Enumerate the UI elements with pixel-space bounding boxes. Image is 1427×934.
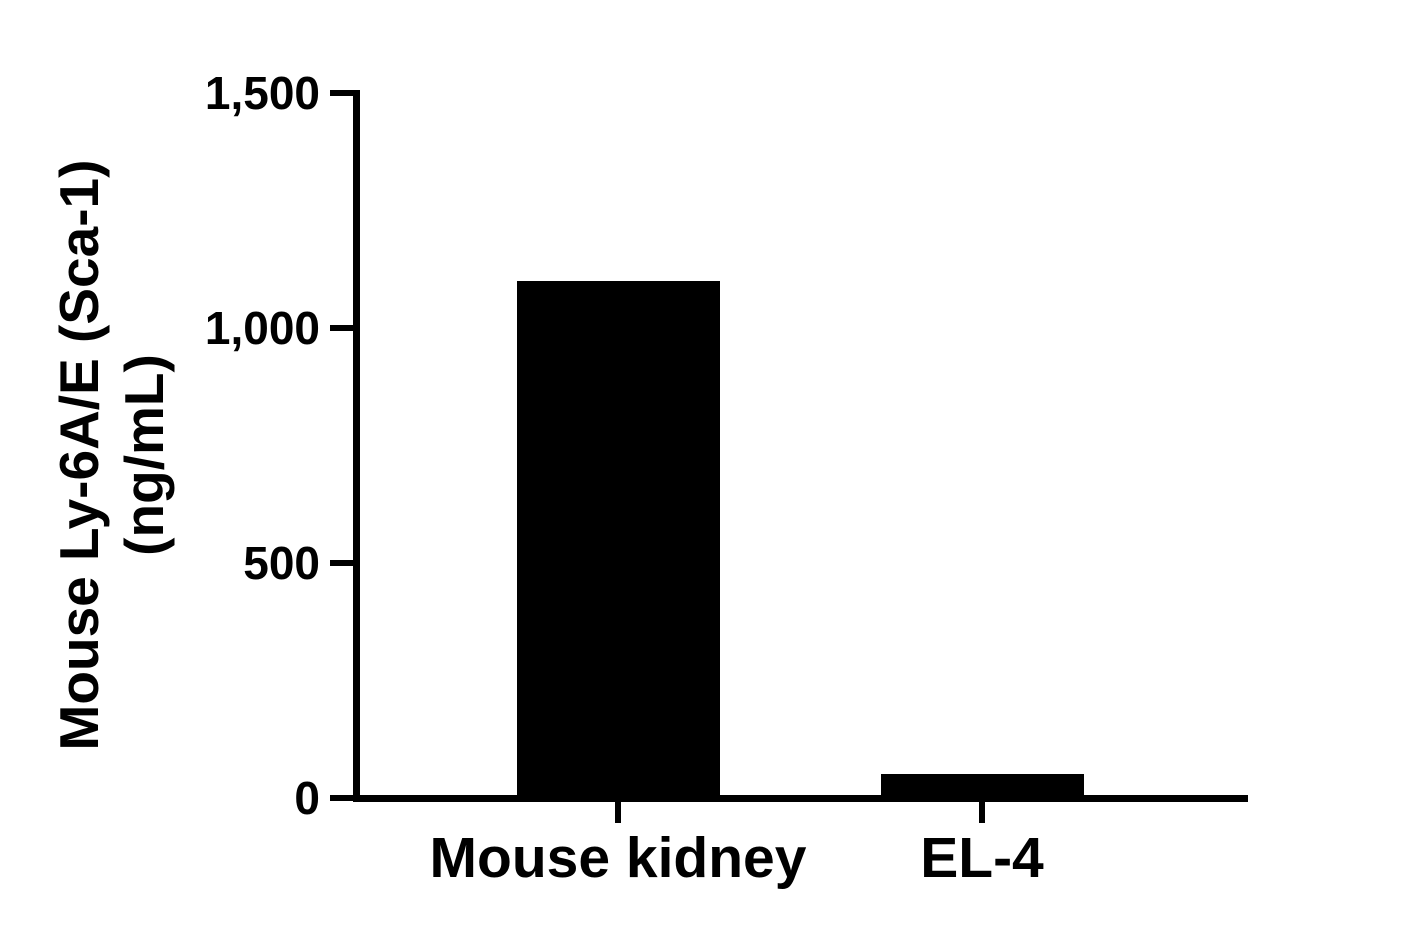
y-tick-0 xyxy=(330,795,353,801)
y-axis-title-line2: (ng/mL) xyxy=(113,354,175,556)
x-axis-line xyxy=(353,794,1248,802)
y-axis-title-line1: Mouse Ly-6A/E (Sca-1) xyxy=(48,159,111,751)
y-tick-label-1500: 1,500 xyxy=(204,67,320,119)
y-axis-title: Mouse Ly-6A/E (Sca-1) (ng/mL) xyxy=(47,160,177,751)
y-tick-1500 xyxy=(330,90,353,96)
y-tick-500 xyxy=(330,560,353,566)
bar-el-4 xyxy=(880,774,1084,798)
x-tick-el-4 xyxy=(979,801,985,823)
x-tick-mouse-kidney xyxy=(615,801,621,823)
y-tick-label-500: 500 xyxy=(243,537,320,589)
bar-mouse-kidney xyxy=(516,281,720,798)
y-tick-1000 xyxy=(330,325,353,331)
x-tick-label-el-4: EL-4 xyxy=(920,826,1044,890)
y-tick-label-0: 0 xyxy=(294,772,320,824)
y-axis-line xyxy=(353,90,360,802)
x-tick-label-mouse-kidney: Mouse kidney xyxy=(429,826,807,890)
y-tick-label-1000: 1,000 xyxy=(204,302,320,354)
